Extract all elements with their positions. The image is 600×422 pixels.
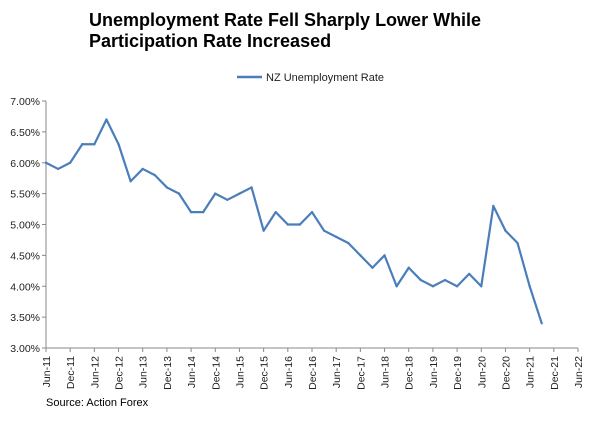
y-tick-label: 5.00%	[10, 220, 40, 232]
legend-label: NZ Unemployment Rate	[266, 72, 384, 84]
y-tick-label: 4.50%	[10, 250, 40, 262]
x-tick-label: Jun-14	[186, 356, 198, 388]
data-point	[238, 192, 241, 195]
x-tick-label: Jun-18	[380, 356, 392, 388]
x-tick-label: Dec-19	[452, 356, 464, 390]
data-point	[274, 210, 277, 214]
data-point	[443, 278, 447, 282]
x-tick-label: Dec-17	[355, 356, 367, 390]
data-point	[129, 180, 132, 183]
data-point	[165, 186, 169, 189]
x-tick-label: Jun-15	[234, 356, 246, 388]
data-point	[153, 173, 157, 177]
data-point	[504, 229, 507, 232]
x-tick-label: Jun-13	[138, 356, 150, 388]
x-tick-label: Jun-19	[428, 356, 440, 388]
data-point	[298, 223, 302, 226]
x-tick-label: Jun-12	[89, 356, 101, 388]
data-point	[310, 210, 314, 214]
data-point	[371, 266, 374, 269]
x-tick-label: Jun-22	[573, 356, 585, 388]
x-tick-label: Dec-21	[549, 356, 561, 390]
legend: NZ Unemployment Rate	[237, 72, 384, 84]
y-tick-label: 4.00%	[10, 281, 40, 293]
axes	[45, 101, 578, 349]
data-point	[44, 161, 48, 164]
data-point	[201, 210, 205, 214]
data-point	[81, 143, 84, 146]
data-point	[214, 192, 217, 195]
x-tick-label: Dec-11	[65, 356, 77, 389]
source-note: Source: Action Forex	[46, 397, 149, 409]
data-point	[189, 210, 193, 214]
data-point	[383, 254, 386, 257]
data-point	[480, 285, 483, 288]
y-tick-label: 7.00%	[10, 96, 40, 108]
data-point	[528, 285, 531, 288]
data-point	[141, 167, 144, 171]
data-point	[395, 285, 398, 288]
chart-title-line-2: Participation Rate Increased	[89, 31, 332, 51]
data-point	[177, 192, 181, 195]
chart-title-line-1: Unemployment Rate Fell Sharply Lower Whi…	[89, 10, 482, 30]
data-point	[492, 204, 495, 208]
x-tick-label: Dec-13	[162, 356, 174, 390]
data-point	[322, 229, 326, 232]
data-point	[334, 235, 338, 239]
data-point	[419, 278, 423, 282]
y-tick-label: 3.00%	[10, 343, 40, 355]
data-point	[407, 266, 410, 269]
data-point	[467, 272, 471, 276]
data-point	[105, 118, 108, 121]
data-point	[455, 285, 459, 288]
data-point	[286, 223, 290, 226]
y-tick-label: 3.50%	[10, 312, 40, 324]
data-point	[431, 285, 435, 288]
data-point	[262, 229, 265, 232]
data-point	[117, 143, 120, 146]
data-point	[540, 322, 543, 325]
x-tick-label: Dec-12	[114, 356, 126, 390]
x-tick-label: Dec-18	[404, 356, 416, 390]
y-tick-label: 6.00%	[10, 158, 40, 170]
x-tick-label: Dec-16	[307, 356, 319, 390]
x-tick-label: Jun-20	[476, 356, 488, 388]
data-point	[93, 143, 96, 146]
y-axis-ticks: 3.00% 3.50% 4.00% 4.50% 5.00% 5.50% 6.00% 6.50%…	[10, 96, 46, 355]
data-point	[68, 161, 72, 164]
data-point	[250, 186, 253, 189]
chart-title: Unemployment Rate Fell Sharply Lower Whi…	[89, 10, 509, 52]
data-point	[359, 254, 362, 257]
data-point	[347, 241, 350, 245]
data-point	[226, 198, 229, 201]
series	[44, 118, 543, 325]
x-tick-label: Dec-20	[500, 356, 512, 390]
data-point	[516, 241, 519, 245]
x-tick-label: Jun-11	[41, 356, 53, 387]
x-axis-ticks: Jun-11 Dec-11 Jun-12 Dec-12 Jun-13 Dec-13 Jun-…	[41, 348, 585, 390]
series-line	[45, 118, 543, 324]
x-tick-label: Dec-14	[210, 356, 222, 390]
x-tick-label: Jun-17	[331, 356, 343, 388]
x-tick-label: Dec-15	[259, 356, 271, 390]
x-tick-label: Jun-21	[525, 356, 537, 388]
x-tick-label: Jun-16	[283, 356, 295, 388]
y-tick-label: 5.50%	[10, 189, 40, 201]
y-tick-label: 6.50%	[10, 127, 40, 139]
data-point	[56, 167, 60, 171]
